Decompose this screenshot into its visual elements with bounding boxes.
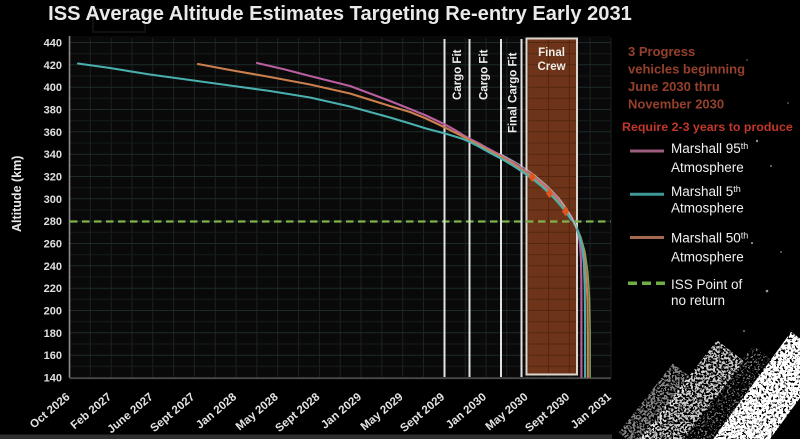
svg-text:Crew: Crew	[537, 61, 565, 73]
svg-text:ISS Point of: ISS Point of	[671, 277, 743, 292]
svg-text:Altitude (km): Altitude (km)	[10, 156, 24, 232]
svg-text:140: 140	[44, 373, 62, 385]
svg-text:Marshall 50th: Marshall 50th	[671, 231, 748, 246]
svg-text:420: 420	[44, 60, 62, 72]
svg-text:no return: no return	[671, 293, 725, 308]
svg-text:June 2030 thru: June 2030 thru	[628, 79, 720, 94]
svg-text:Final Cargo Fit: Final Cargo Fit	[508, 52, 520, 133]
svg-text:320: 320	[44, 172, 62, 184]
svg-text:240: 240	[44, 261, 62, 273]
svg-text:ISS Average Altitude Estimates: ISS Average Altitude Estimates Targeting…	[48, 3, 632, 25]
svg-text:380: 380	[44, 105, 62, 117]
svg-text:440: 440	[44, 38, 62, 50]
svg-text:Require 2-3 years to produce: Require 2-3 years to produce	[622, 120, 793, 134]
svg-text:160: 160	[44, 350, 62, 362]
svg-text:Cargo Fit: Cargo Fit	[479, 49, 491, 100]
svg-text:Atmosphere: Atmosphere	[671, 160, 744, 175]
svg-text:Marshall 5th: Marshall 5th	[671, 184, 741, 199]
svg-text:Cargo Fit: Cargo Fit	[452, 49, 464, 100]
svg-text:200: 200	[44, 306, 62, 318]
svg-text:340: 340	[44, 149, 62, 161]
svg-text:3 Progress: 3 Progress	[628, 44, 695, 59]
svg-text:Final: Final	[538, 47, 565, 59]
svg-text:Atmosphere: Atmosphere	[671, 250, 744, 265]
svg-text:260: 260	[44, 239, 62, 251]
svg-text:360: 360	[44, 127, 62, 139]
svg-text:180: 180	[44, 328, 62, 340]
svg-text:220: 220	[44, 283, 62, 295]
svg-text:400: 400	[44, 82, 62, 94]
svg-text:Atmosphere: Atmosphere	[671, 201, 744, 216]
svg-text:Marshall 95th: Marshall 95th	[671, 141, 748, 156]
svg-text:300: 300	[44, 194, 62, 206]
svg-text:vehicles beginning: vehicles beginning	[628, 62, 745, 77]
svg-text:November 2030: November 2030	[628, 97, 724, 112]
svg-text:280: 280	[44, 216, 62, 228]
